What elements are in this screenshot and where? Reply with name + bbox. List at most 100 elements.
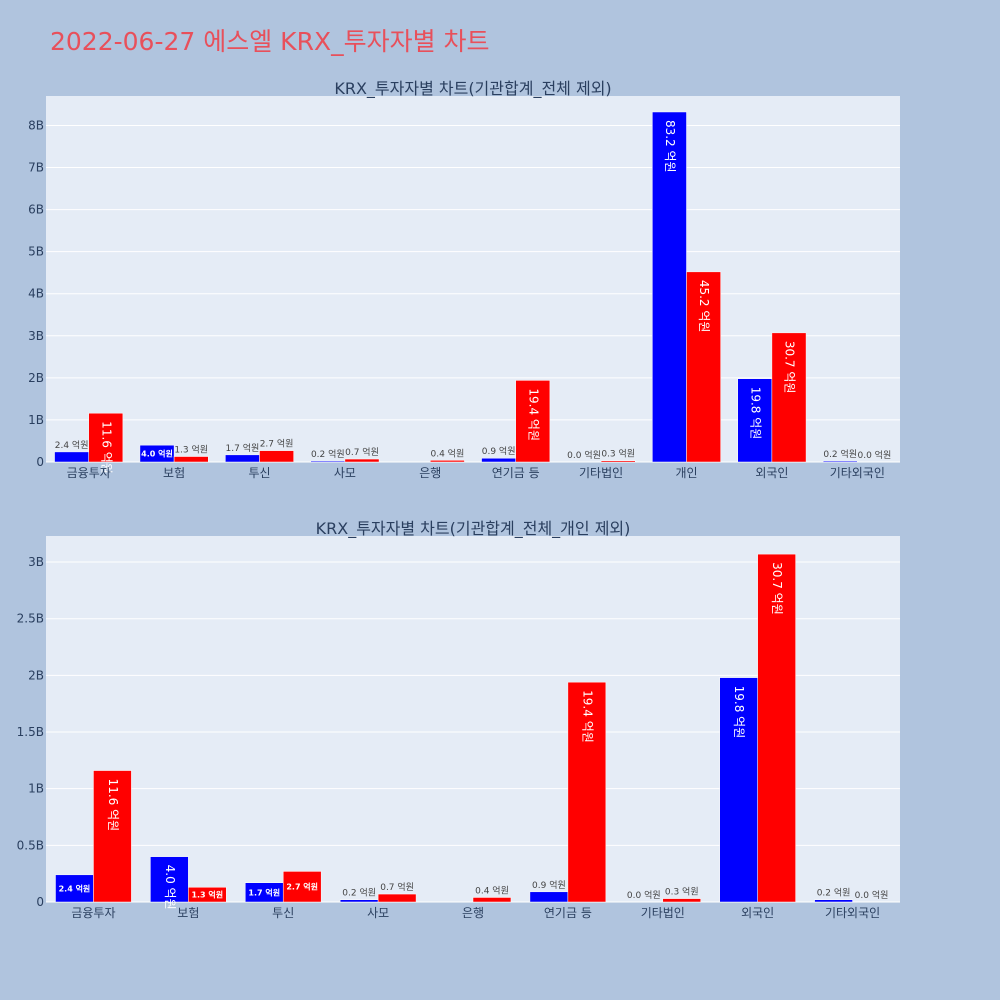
bar-red — [430, 460, 465, 463]
y-tick-label: 5B — [28, 245, 44, 259]
y-tick-label: 7B — [28, 161, 44, 175]
x-tick-label: 투신 — [248, 466, 270, 480]
y-tick-label: 6B — [28, 203, 44, 217]
bar-red — [600, 460, 636, 463]
data-label: 19.4 억원 — [526, 388, 540, 441]
x-tick-label: 외국인 — [741, 906, 774, 920]
y-tick-label: 3B — [28, 329, 44, 343]
data-label: 30.7 억원 — [782, 341, 796, 394]
y-tick-label: 0 — [36, 455, 44, 469]
data-label: 0.7 억원 — [380, 881, 414, 893]
data-label: 2.7 억원 — [286, 882, 318, 892]
data-label: 0.7 억원 — [345, 446, 379, 458]
data-label: 0.0 억원 — [858, 449, 892, 461]
data-label: 0.3 억원 — [601, 448, 635, 460]
data-label: 1.3 억원 — [174, 444, 208, 456]
page-title: 2022-06-27 에스엘 KRX_투자자별 차트 — [50, 27, 490, 56]
data-label: 0.2 억원 — [342, 887, 376, 899]
bar-red — [662, 898, 701, 903]
bar-red — [344, 458, 380, 463]
y-tick-label: 0.5B — [17, 838, 44, 852]
chart-bottom: KRX_투자자별 차트(기관합계_전체_개인 제외) 0 0.5B 1B 1.5B 2B 2… — [17, 519, 900, 920]
x-tick-label: 사모 — [367, 906, 389, 920]
bar-red — [282, 871, 322, 903]
bar-red — [757, 553, 796, 903]
data-label: 0.0 억원 — [567, 449, 601, 461]
x-tick-label: 보험 — [163, 466, 185, 480]
chart-title: KRX_투자자별 차트(기관합계_전체 제외) — [334, 79, 611, 99]
x-tick-label: 개인 — [675, 466, 697, 480]
data-label: 0.0 억원 — [627, 889, 661, 901]
chart-top: KRX_투자자별 차트(기관합계_전체 제외) 0 1B 2B 3B 4B 5B 6B 7B 8B… — [28, 79, 900, 480]
bar-red — [259, 450, 294, 463]
x-tick-label: 사모 — [334, 466, 356, 480]
x-tick-label: 기타법인 — [579, 466, 623, 480]
x-tick-label: 기타외국인 — [830, 466, 885, 480]
bar-blue — [150, 856, 189, 903]
y-tick-label: 2B — [28, 371, 44, 385]
data-label: 11.6 억원 — [99, 421, 113, 474]
bar-blue — [339, 899, 379, 903]
data-label: 0.4 억원 — [431, 447, 465, 459]
x-tick-label: 투신 — [272, 906, 294, 920]
y-tick-label: 1B — [28, 782, 44, 796]
bar-red — [567, 681, 607, 903]
y-tick-label: 0 — [36, 895, 44, 909]
data-label: 45.2 억원 — [697, 280, 711, 333]
data-label: 0.2 억원 — [823, 448, 857, 460]
bar-blue — [737, 378, 773, 463]
x-tick-label: 연기금 등 — [544, 906, 592, 920]
data-label: 1.7 억원 — [248, 887, 280, 897]
data-label: 2.7 억원 — [260, 438, 294, 450]
data-label: 4.0 억원 — [163, 865, 177, 910]
bar-blue — [822, 460, 858, 463]
bar-blue — [814, 899, 853, 903]
y-tick-label: 8B — [28, 118, 44, 132]
data-label: 11.6 억원 — [106, 779, 120, 832]
bar-red — [173, 456, 209, 463]
data-label: 19.8 억원 — [748, 387, 762, 440]
data-label: 0.3 억원 — [665, 886, 699, 898]
data-label: 2.4 억원 — [55, 439, 89, 451]
bar-red — [377, 893, 417, 903]
y-tick-label: 2.5B — [17, 612, 44, 626]
bar-red — [771, 332, 807, 463]
y-tick-label: 3B — [28, 555, 44, 569]
y-tick-label: 1.5B — [17, 725, 44, 739]
bar-red — [88, 412, 124, 463]
bar-red — [686, 271, 721, 463]
y-tick-label: 2B — [28, 668, 44, 682]
data-label: 0.9 억원 — [482, 445, 516, 457]
bar-blue — [55, 874, 94, 903]
data-label: 30.7 억원 — [770, 562, 784, 615]
x-tick-label: 보험 — [177, 906, 199, 920]
data-label: 19.8 억원 — [732, 686, 746, 739]
data-label: 0.9 억원 — [532, 879, 566, 891]
bar-blue — [139, 444, 175, 463]
y-tick-label: 4B — [28, 287, 44, 301]
bar-blue — [529, 891, 569, 903]
data-label: 19.4 억원 — [580, 690, 594, 743]
x-tick-label: 금융투자 — [71, 906, 115, 920]
x-tick-label: 기타외국인 — [825, 906, 880, 920]
data-label: 0.2 억원 — [817, 887, 851, 899]
chart-title: KRX_투자자별 차트(기관합계_전체_개인 제외) — [316, 519, 631, 539]
bar-red — [472, 897, 512, 903]
y-tick-label: 1B — [28, 413, 44, 427]
bar-red — [515, 380, 551, 463]
data-label: 2.4 억원 — [59, 883, 91, 893]
x-tick-label: 은행 — [419, 465, 441, 480]
x-tick-label: 기타법인 — [641, 906, 685, 920]
data-label: 1.7 억원 — [226, 442, 260, 454]
data-label: 1.3 억원 — [191, 890, 223, 900]
data-label: 0.2 억원 — [311, 448, 345, 460]
data-label: 4.0 억원 — [141, 449, 173, 459]
x-tick-label: 외국인 — [755, 466, 788, 480]
bar-blue — [652, 111, 687, 463]
data-label: 0.4 억원 — [475, 884, 509, 896]
bar-red — [188, 887, 227, 903]
bar-red — [93, 770, 132, 903]
x-tick-label: 은행 — [462, 905, 484, 920]
data-label: 83.2 억원 — [663, 120, 677, 173]
x-tick-label: 연기금 등 — [492, 466, 540, 480]
